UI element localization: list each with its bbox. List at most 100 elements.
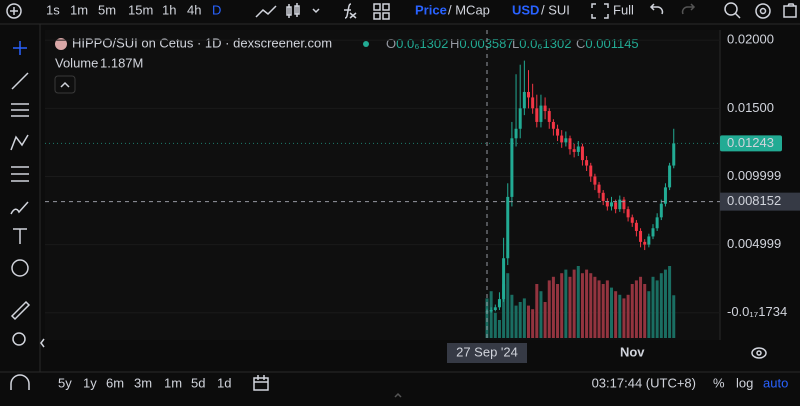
redo-icon[interactable]: [681, 3, 696, 15]
candle-body: [493, 307, 497, 311]
log-toggle[interactable]: log: [736, 375, 753, 390]
last-price-label: 0.01243: [727, 135, 774, 150]
crosshair-time-badge: [447, 343, 527, 363]
volume-bar: [527, 305, 530, 338]
volume-bar: [585, 269, 589, 338]
y-tick-label: 0.02000: [727, 32, 774, 47]
y-tick-label: 0.01500: [727, 100, 774, 115]
fib-tool[interactable]: [11, 103, 29, 117]
candle-body: [605, 200, 609, 207]
zoom-tool[interactable]: [12, 332, 26, 346]
candle-icon[interactable]: [286, 3, 300, 18]
camera-icon[interactable]: [783, 3, 797, 18]
mcap-toggle[interactable]: / MCap: [448, 2, 490, 17]
line-chart-icon[interactable]: [255, 5, 277, 18]
candle-body: [518, 108, 522, 129]
volume-bar: [639, 276, 643, 338]
fullscreen-icon[interactable]: [591, 3, 609, 19]
eye-icon[interactable]: [751, 347, 767, 359]
volume-bar: [493, 312, 497, 338]
brush-tool[interactable]: [10, 201, 29, 215]
volume-bar: [610, 287, 613, 338]
candle-body: [502, 258, 506, 300]
range[interactable]: 5d: [191, 375, 205, 390]
range[interactable]: 1d: [217, 375, 231, 390]
candle-body: [560, 135, 564, 143]
volume-bar: [535, 284, 539, 338]
candle-body: [622, 199, 626, 210]
range[interactable]: 3m: [134, 375, 152, 390]
indicator-icon[interactable]: [344, 3, 357, 19]
trendline-tool[interactable]: [11, 72, 29, 90]
panel-handle[interactable]: [394, 392, 402, 398]
candle-body: [643, 241, 647, 245]
emoji-tool[interactable]: [11, 259, 29, 277]
y-tick-label: 0.004999: [727, 236, 781, 251]
candle-body: [572, 149, 576, 152]
volume-bar: [593, 276, 597, 338]
crosshair-tool[interactable]: [13, 41, 27, 55]
x-tick-label: Nov: [620, 344, 645, 359]
pattern-tool[interactable]: [10, 134, 29, 151]
candle-body: [672, 143, 676, 166]
range[interactable]: 6m: [106, 375, 124, 390]
magnet-tool[interactable]: [10, 374, 30, 390]
collapse-legend[interactable]: [54, 75, 76, 94]
volume-bar: [618, 294, 622, 338]
interval[interactable]: 5m: [98, 2, 116, 17]
fullscreen[interactable]: Full: [613, 2, 634, 17]
volume-bar: [568, 276, 572, 338]
range[interactable]: 5y: [58, 375, 72, 390]
chevron-icon[interactable]: [312, 8, 320, 14]
auto-toggle[interactable]: auto: [763, 375, 788, 390]
candle-body: [618, 199, 622, 210]
volume-bar: [543, 302, 547, 338]
interval[interactable]: 15m: [128, 2, 153, 17]
layout-icon[interactable]: [373, 3, 390, 20]
candle-body: [556, 128, 560, 136]
volume-bar: [576, 266, 580, 338]
interval[interactable]: 4h: [187, 2, 201, 17]
candle-body: [651, 228, 655, 237]
add-icon-plus: [10, 7, 18, 15]
collapse-sidebar[interactable]: [40, 338, 45, 348]
add-icon[interactable]: [6, 3, 22, 19]
candle-body: [539, 105, 543, 122]
undo-icon[interactable]: [649, 3, 664, 15]
candle-body: [589, 165, 593, 177]
volume-bar: [659, 273, 663, 338]
candle-body: [564, 138, 568, 143]
candle-body: [510, 138, 514, 197]
volume-bar: [630, 284, 634, 338]
candle-body: [655, 217, 659, 229]
volume-label: Volume: [55, 55, 98, 70]
y-tick-label: -0.0₁₇1734: [727, 304, 787, 319]
text-tool[interactable]: [13, 228, 27, 244]
date-range-icon[interactable]: [253, 375, 269, 391]
search-icon[interactable]: [724, 2, 738, 16]
ohlc-key: O: [386, 36, 396, 51]
ruler-tool[interactable]: [10, 300, 31, 321]
volume-bar: [663, 269, 667, 338]
usd-toggle[interactable]: USD: [512, 2, 539, 17]
candle-body: [489, 310, 493, 312]
interval-active[interactable]: D: [212, 2, 221, 17]
volume-bar: [556, 284, 560, 338]
volume-bar: [510, 294, 514, 338]
percent-toggle[interactable]: %: [713, 375, 725, 390]
interval[interactable]: 1s: [46, 2, 60, 17]
range[interactable]: 1y: [83, 375, 97, 390]
interval[interactable]: 1m: [70, 2, 88, 17]
price-toggle[interactable]: Price: [415, 2, 447, 17]
volume-bar: [502, 284, 506, 338]
top-toolbar: 1s 1m 5m 15m 1h 4h D Price / MCap USD / …: [6, 2, 797, 20]
range[interactable]: 1m: [164, 375, 182, 390]
candle-body: [630, 217, 634, 223]
candle-body: [639, 230, 643, 242]
interval[interactable]: 1h: [162, 2, 176, 17]
settings-icon[interactable]: [755, 3, 771, 19]
volume-bar: [489, 291, 493, 338]
volume-bar: [643, 284, 647, 338]
sui-toggle[interactable]: / SUI: [541, 2, 570, 17]
forecast-tool[interactable]: [11, 166, 29, 182]
